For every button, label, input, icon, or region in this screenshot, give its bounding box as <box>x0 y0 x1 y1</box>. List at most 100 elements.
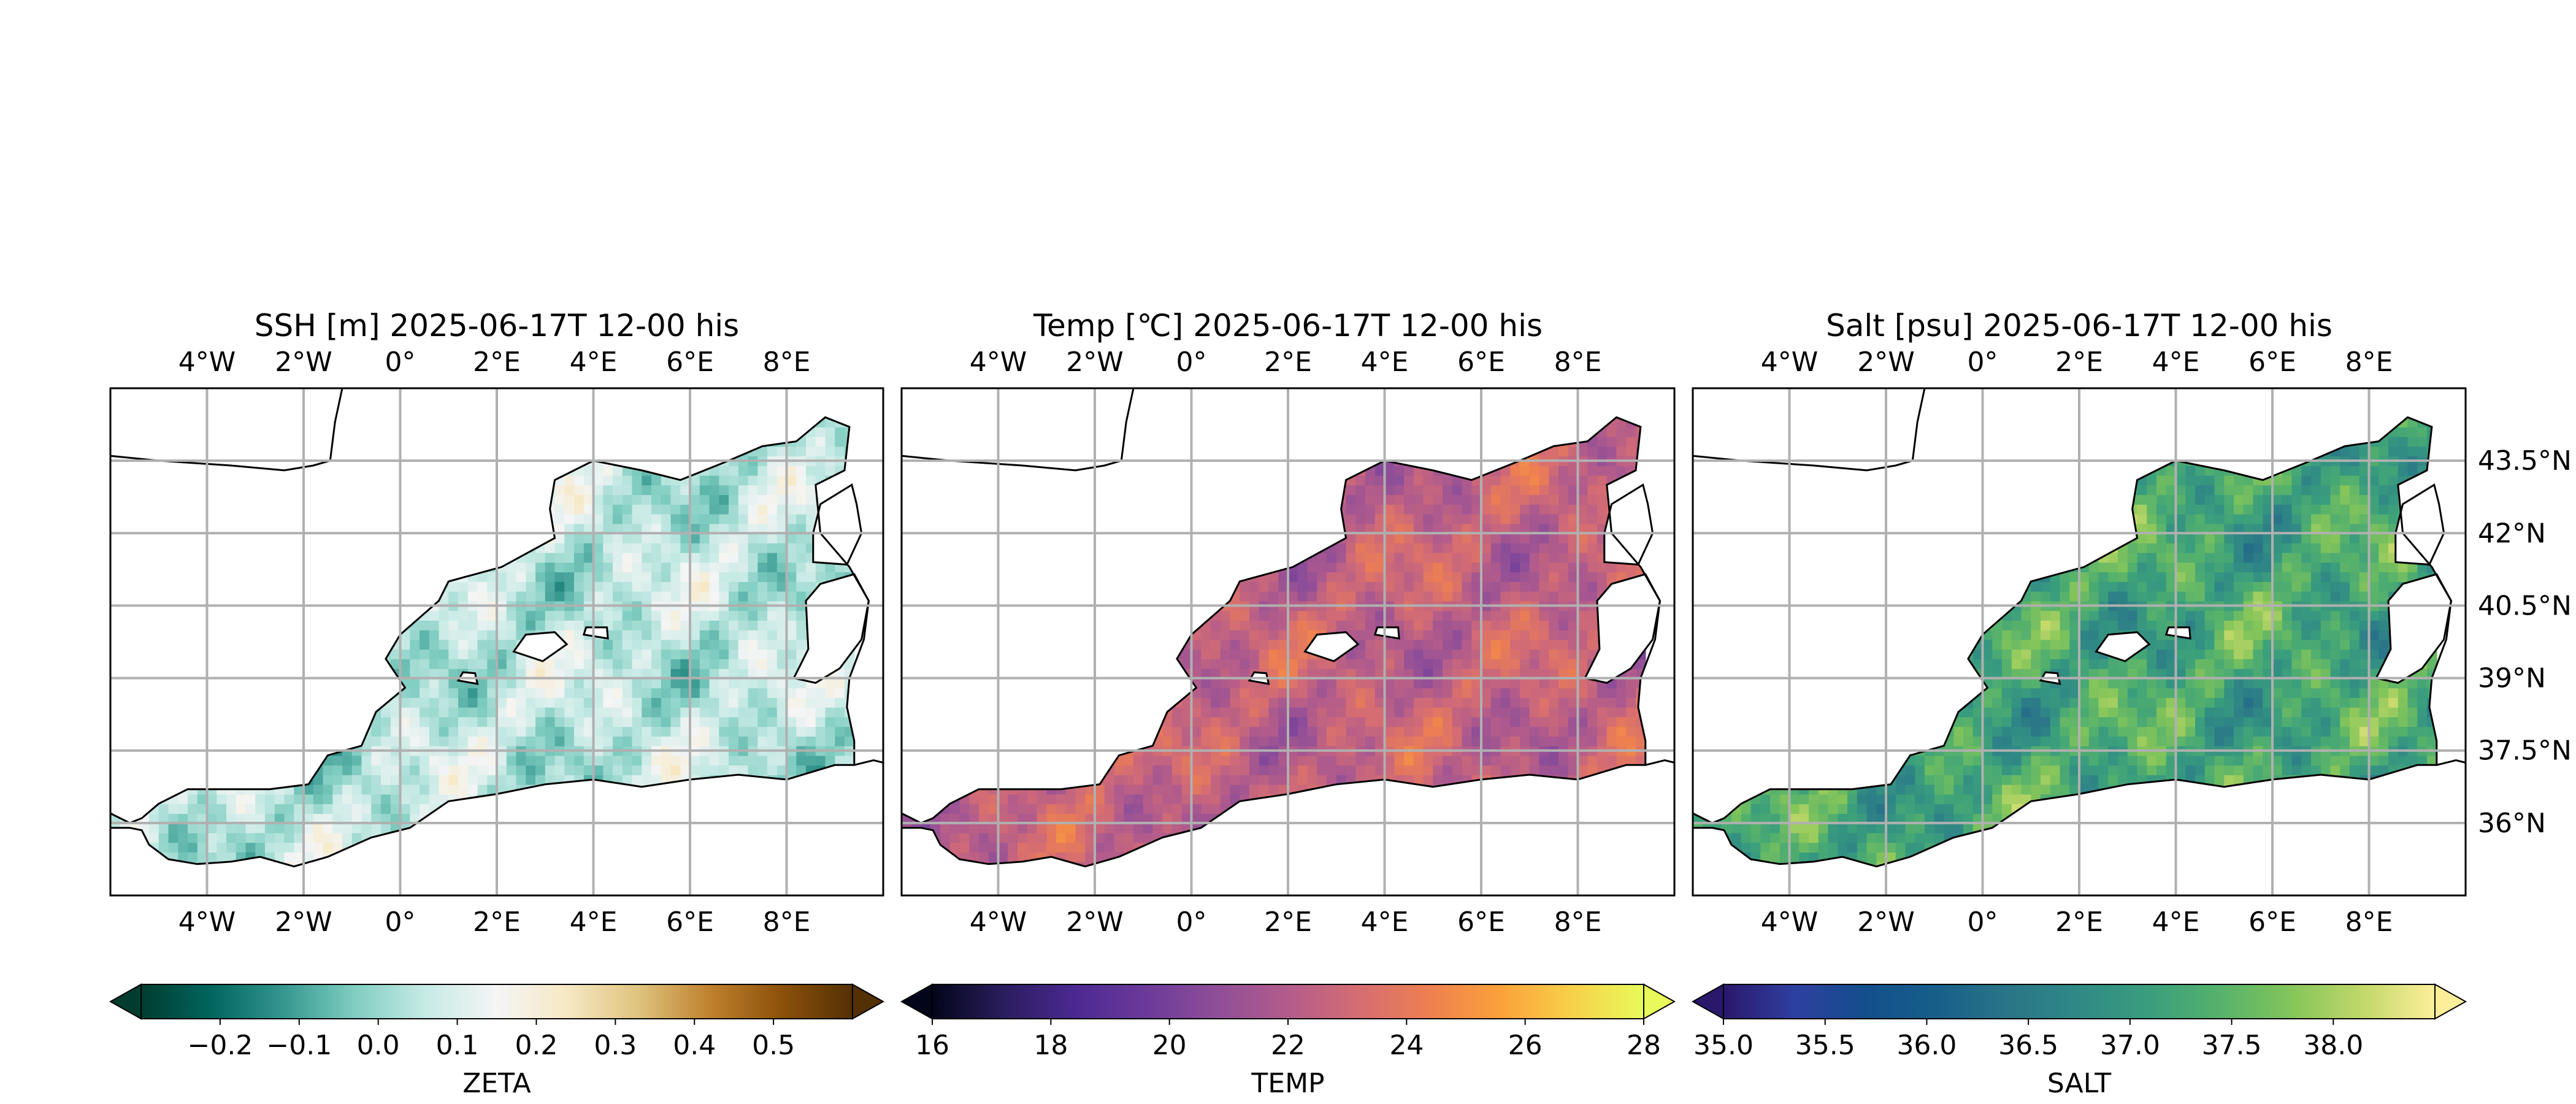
heatmap-cell <box>284 832 295 843</box>
heatmap-cell <box>959 775 970 785</box>
heatmap-cell <box>410 775 420 785</box>
heatmap-cell <box>613 629 623 640</box>
heatmap-cell <box>642 861 652 867</box>
heatmap-cell <box>110 485 121 496</box>
heatmap-cell <box>439 697 450 708</box>
heatmap-cell <box>902 659 912 669</box>
heatmap-cell <box>410 629 420 640</box>
heatmap-cell <box>129 726 140 737</box>
heatmap-cell <box>757 620 768 631</box>
heatmap-cell <box>1018 417 1028 418</box>
heatmap-cell <box>699 620 710 631</box>
heatmap-cell <box>429 755 440 766</box>
heatmap-cell <box>477 842 488 853</box>
heatmap-cell <box>342 678 353 689</box>
heatmap-cell <box>661 485 672 496</box>
heatmap-cell <box>1046 803 1057 814</box>
heatmap-cell <box>149 494 159 505</box>
heatmap-cell <box>420 678 430 689</box>
heatmap-cell <box>1133 649 1144 659</box>
heatmap-cell <box>361 552 372 563</box>
heatmap-cell <box>1027 475 1038 486</box>
heatmap-cell <box>139 755 150 766</box>
heatmap-cell <box>670 639 681 650</box>
heatmap-cell <box>632 523 643 534</box>
heatmap-cell <box>1065 822 1076 834</box>
heatmap-cell <box>361 861 372 867</box>
heatmap-cell <box>506 629 517 640</box>
heatmap-cell <box>709 688 720 698</box>
heatmap-cell <box>1114 639 1125 650</box>
heatmap-cell <box>168 466 179 476</box>
heatmap-cell <box>1018 832 1028 843</box>
heatmap-cell <box>420 629 430 640</box>
heatmap-cell <box>699 572 710 582</box>
heatmap-cell <box>1056 842 1067 853</box>
heatmap-cell <box>207 417 218 427</box>
heatmap-cell <box>188 629 198 640</box>
heatmap-cell <box>930 562 941 573</box>
heatmap-cell <box>139 562 150 573</box>
heatmap-cell <box>738 842 749 853</box>
heatmap-cell <box>1143 533 1154 543</box>
heatmap-cell <box>911 446 922 457</box>
heatmap-cell <box>632 639 643 650</box>
heatmap-cell <box>439 417 450 418</box>
heatmap-cell <box>845 765 855 775</box>
heatmap-cell <box>998 639 1009 650</box>
heatmap-cell <box>526 513 536 524</box>
heatmap-cell <box>535 794 546 805</box>
heatmap-cell <box>477 427 488 437</box>
heatmap-cell <box>670 436 681 447</box>
heatmap-cell <box>323 572 334 582</box>
heatmap-cell <box>959 513 970 524</box>
heatmap-cell <box>497 533 507 543</box>
heatmap-cell <box>274 552 285 563</box>
heatmap-cell <box>371 861 381 867</box>
heatmap-cell <box>845 842 855 853</box>
heatmap-cell <box>603 688 613 698</box>
heatmap-cell <box>400 716 411 727</box>
heatmap-cell <box>313 436 324 447</box>
heatmap-cell <box>313 639 324 650</box>
heatmap-cell <box>217 726 227 737</box>
heatmap-cell <box>1065 436 1076 447</box>
heatmap-cell <box>729 716 739 727</box>
island-coastline <box>582 626 609 640</box>
heatmap-cell <box>226 678 237 689</box>
heatmap-cell <box>564 852 575 862</box>
heatmap-cell <box>1065 784 1076 795</box>
heatmap-cell <box>921 533 932 543</box>
heatmap-cell <box>313 504 324 515</box>
heatmap-cell <box>1095 417 1105 418</box>
heatmap-cell <box>767 513 778 524</box>
heatmap-cell <box>949 861 960 867</box>
heatmap-cell <box>149 427 159 437</box>
heatmap-cell <box>410 513 420 524</box>
heatmap-cell <box>1027 775 1038 785</box>
heatmap-cell <box>709 784 720 795</box>
heatmap-cell <box>642 716 652 727</box>
heatmap-cell <box>284 716 295 727</box>
heatmap-cell <box>603 736 613 746</box>
heatmap-cell <box>1133 794 1144 805</box>
heatmap-cell <box>921 485 932 496</box>
heatmap-cell <box>178 832 188 843</box>
heatmap-cell <box>564 765 575 775</box>
heatmap-cell <box>1037 813 1048 824</box>
heatmap-cell <box>1114 803 1125 814</box>
heatmap-cell <box>1037 494 1048 505</box>
heatmap-cell <box>632 543 643 553</box>
heatmap-cell <box>1143 629 1154 640</box>
heatmap-cell <box>439 513 450 524</box>
heatmap-cell <box>1056 436 1067 447</box>
heatmap-cell <box>439 620 450 631</box>
heatmap-cell <box>940 513 951 524</box>
heatmap-cell <box>217 697 227 708</box>
heatmap-cell <box>642 591 652 602</box>
heatmap-cell <box>603 572 613 582</box>
heatmap-cell <box>949 688 960 698</box>
heatmap-cell <box>332 707 343 718</box>
heatmap-cell <box>458 697 469 708</box>
heatmap-cell <box>1056 620 1067 631</box>
